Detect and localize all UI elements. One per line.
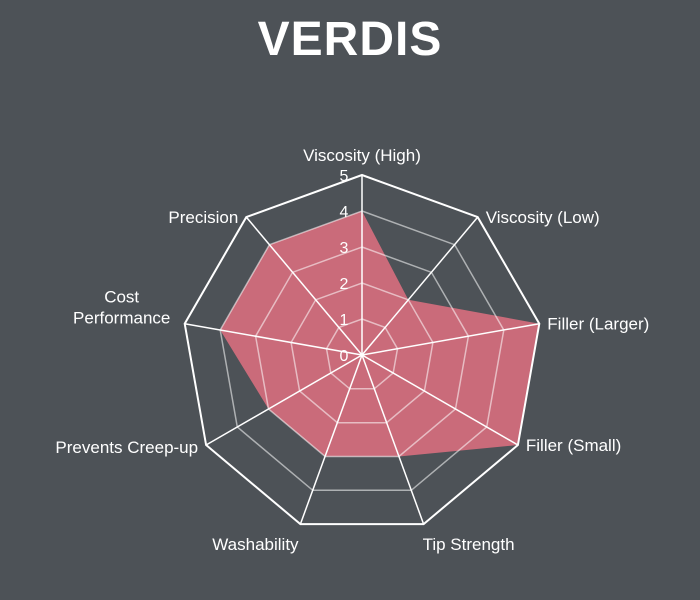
axis-label-line: Viscosity (High) (303, 146, 421, 165)
grid-ring-4 (219, 210, 505, 492)
axis-spoke-2 (361, 322, 540, 356)
tick-label-3: 3 (340, 240, 349, 257)
axis-label-2: Filler (Larger) (547, 315, 649, 334)
axis-label-4: Tip Strength (423, 535, 515, 554)
axis-label-7: Cost Performance (73, 288, 170, 328)
grid-ring-3 (254, 246, 470, 458)
tick-label-1: 1 (340, 312, 349, 329)
axis-spoke-4 (361, 354, 425, 525)
axis-spoke-1 (361, 216, 479, 356)
axis-spoke-8 (245, 216, 363, 356)
axis-label-line: Performance (73, 309, 170, 328)
axis-label-line: Washability (212, 535, 299, 554)
axis-label-line: Filler (Larger) (547, 315, 649, 334)
axis-label-5: Washability (212, 535, 299, 554)
axis-label-line: Filler (Small) (526, 436, 621, 455)
chart-title: VERDIS (257, 13, 443, 66)
axis-spoke-6 (205, 354, 363, 446)
axis-label-line: Viscosity (Low) (486, 208, 600, 227)
tick-label-0: 0 (340, 348, 349, 365)
axis-spoke-3 (361, 354, 519, 446)
axis-label-line: Tip Strength (423, 535, 515, 554)
tick-label-4: 4 (340, 204, 349, 221)
grid-ring-5 (183, 173, 541, 526)
axis-label-line: Cost (104, 288, 139, 307)
axis-label-6: Prevents Creep-up (55, 438, 198, 457)
axis-spoke-7 (184, 322, 363, 356)
axis-label-8: Precision (168, 208, 238, 227)
grid-ring-1 (325, 318, 399, 390)
axis-label-line: Prevents Creep-up (55, 438, 198, 457)
axis-label-3: Filler (Small) (526, 436, 621, 455)
grid-ring-2 (290, 282, 434, 424)
tick-label-2: 2 (340, 276, 349, 293)
axis-label-1: Viscosity (Low) (486, 208, 600, 227)
axis-label-0: Viscosity (High) (303, 146, 421, 165)
axis-label-line: Precision (168, 208, 238, 227)
axis-spoke-5 (299, 354, 363, 525)
tick-label-5: 5 (340, 168, 349, 185)
